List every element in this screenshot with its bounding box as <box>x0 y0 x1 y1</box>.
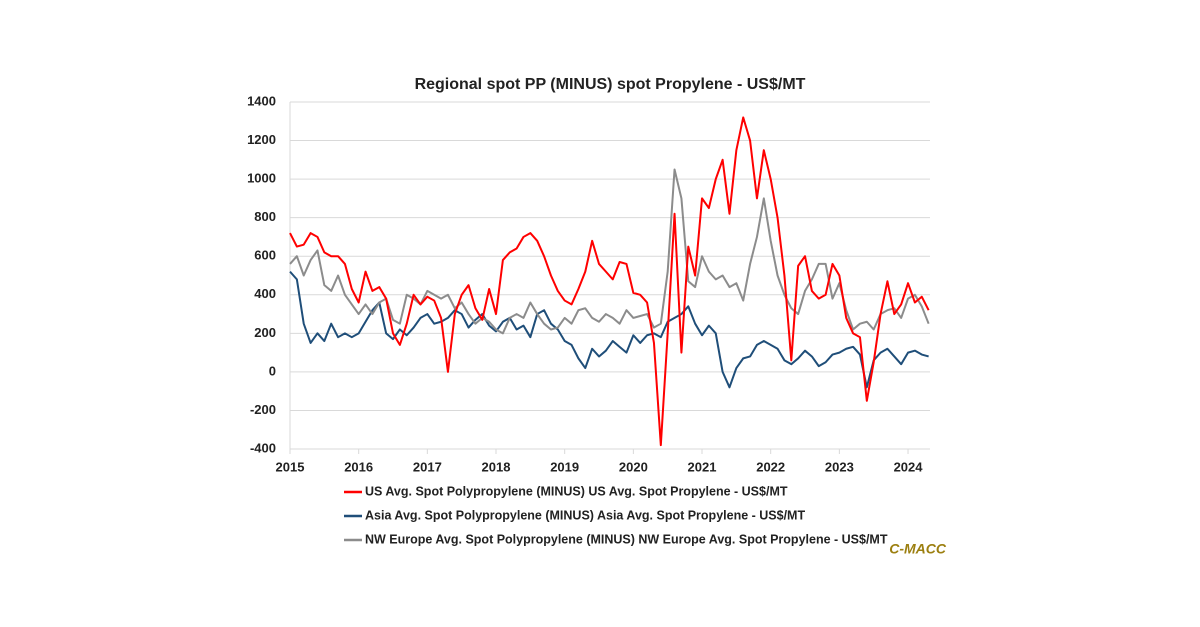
series-line <box>289 168 930 335</box>
y-tick-label: -400 <box>250 440 276 455</box>
chart-title: Regional spot PP (MINUS) spot Propylene … <box>415 76 806 93</box>
x-tick-label: 2023 <box>825 459 854 474</box>
y-tick-label: 0 <box>269 363 276 378</box>
x-tick-label: 2019 <box>550 459 579 474</box>
x-tick-label: 2024 <box>894 459 924 474</box>
x-tick-label: 2016 <box>344 459 373 474</box>
y-tick-label: 400 <box>254 286 276 301</box>
legend-label: Asia Avg. Spot Polypropylene (MINUS) Asi… <box>365 508 805 522</box>
y-tick-label: 1000 <box>247 171 276 186</box>
legend-label: US Avg. Spot Polypropylene (MINUS) US Av… <box>365 484 788 498</box>
x-tick-label: 2022 <box>756 459 785 474</box>
series-line <box>289 270 929 389</box>
y-tick-label: 1400 <box>247 93 276 108</box>
y-tick-label: 600 <box>254 248 276 263</box>
x-tick-label: 2021 <box>688 459 717 474</box>
y-tick-label: 800 <box>254 209 276 224</box>
legend-label: NW Europe Avg. Spot Polypropylene (MINUS… <box>365 532 888 546</box>
x-tick-label: 2018 <box>482 459 511 474</box>
x-tick-label: 2017 <box>413 459 442 474</box>
brand: C-MACC <box>889 541 947 557</box>
x-tick-label: 2020 <box>619 459 648 474</box>
x-tick-label: 2015 <box>276 459 305 474</box>
y-tick-label: -200 <box>250 402 276 417</box>
series-line <box>289 116 930 447</box>
y-tick-label: 200 <box>254 325 276 340</box>
y-tick-label: 1200 <box>247 132 276 147</box>
